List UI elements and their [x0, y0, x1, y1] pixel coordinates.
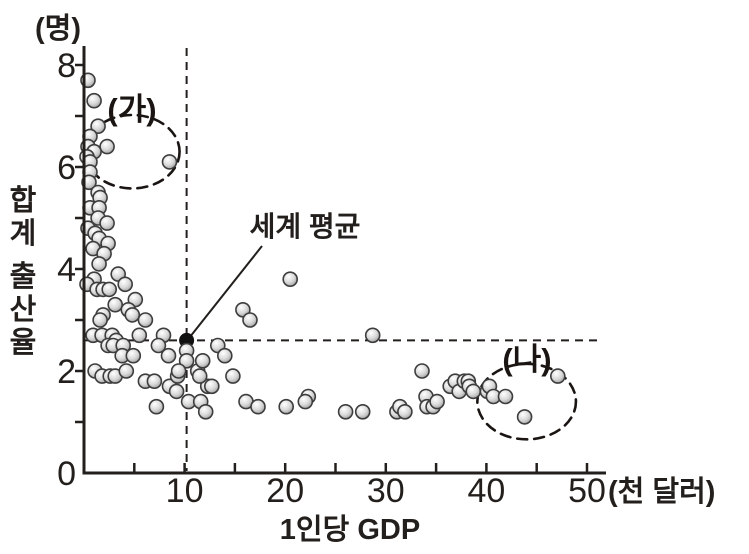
- scatter-point: [250, 398, 266, 415]
- scatter-point: [148, 398, 165, 415]
- scatter-point: [549, 368, 566, 384]
- scatter-point: [146, 373, 163, 390]
- y-tick-label: 0: [57, 455, 76, 493]
- y-axis-title-char: 합: [10, 184, 37, 217]
- scatter-point: [364, 327, 381, 344]
- scatter-point: [429, 393, 445, 410]
- scatter-point: [107, 296, 123, 313]
- scatter-point: [99, 138, 115, 155]
- scatter-point: [282, 271, 299, 288]
- scatter-point: [225, 368, 241, 384]
- scatter-point: [118, 363, 135, 379]
- y-tick-label: 6: [57, 149, 76, 187]
- scatter-point: [124, 307, 141, 323]
- scatter-point: [131, 327, 148, 344]
- group-b-ellipse: [476, 362, 578, 441]
- x-tick-label: 20: [266, 472, 304, 510]
- scatter-point: [161, 154, 178, 170]
- x-tick-label: 50: [568, 472, 606, 510]
- y-axis-title-char: 산: [10, 293, 37, 326]
- scatter-point: [86, 92, 102, 109]
- scatter-point: [194, 352, 211, 369]
- scatter-point: [337, 403, 354, 420]
- scatter-point: [397, 403, 413, 420]
- x-tick-label: 30: [367, 472, 405, 510]
- scatter-point: [160, 347, 177, 364]
- y-tick-label: 8: [57, 47, 76, 85]
- y-axis-title-char: 출: [10, 260, 37, 293]
- scatter-point: [178, 352, 195, 369]
- y-tick-label: 4: [57, 251, 76, 289]
- y-axis-title-char: 계: [10, 217, 37, 250]
- x-axis-title: 1인당 GDP: [280, 513, 420, 546]
- annotation-ellipses: [83, 113, 578, 441]
- axes: [75, 46, 606, 475]
- x-unit-label: (천 달러): [608, 475, 715, 508]
- scatter-point: [99, 215, 115, 231]
- scatter-point: [168, 383, 185, 400]
- scatter-point: [197, 403, 214, 420]
- x-tick-label: 40: [467, 472, 505, 510]
- scatter-point: [297, 393, 314, 410]
- scatter-point: [125, 347, 142, 364]
- scatter-point: [217, 347, 233, 364]
- scatter-point: [516, 409, 533, 425]
- scatter-point: [242, 312, 258, 328]
- scatter-point: [92, 312, 108, 328]
- y-tick-label: 2: [57, 353, 76, 391]
- world-average-leader-line: [188, 245, 263, 339]
- scatter-point: [414, 363, 430, 379]
- scatter-points: [79, 72, 566, 425]
- scatter-point: [497, 388, 514, 405]
- scatter-point: [117, 276, 133, 293]
- x-tick-label: 10: [166, 472, 204, 510]
- scatter-point: [204, 378, 220, 395]
- scatter-point: [354, 403, 371, 420]
- scatter-point: [278, 398, 295, 415]
- world-average-label: 세계 평균: [250, 211, 361, 242]
- scatter-point: [465, 383, 482, 400]
- scatter-point: [150, 337, 167, 354]
- y-axis-title-char: 율: [10, 326, 37, 359]
- scatter-point: [101, 281, 117, 298]
- scatter-point: [191, 368, 208, 384]
- scatter-point: [170, 363, 187, 379]
- scatter-point: [90, 118, 106, 134]
- y-unit-label: (명): [35, 12, 81, 45]
- group-b-label: (나): [502, 342, 551, 377]
- scatter-point: [137, 312, 154, 328]
- tick-labels: 0 2 4 6 8 10 20 30 40 50: [57, 47, 606, 510]
- group-a-label: (가): [107, 92, 156, 127]
- scatter-point: [91, 256, 107, 272]
- group-a-ellipse: [83, 113, 181, 190]
